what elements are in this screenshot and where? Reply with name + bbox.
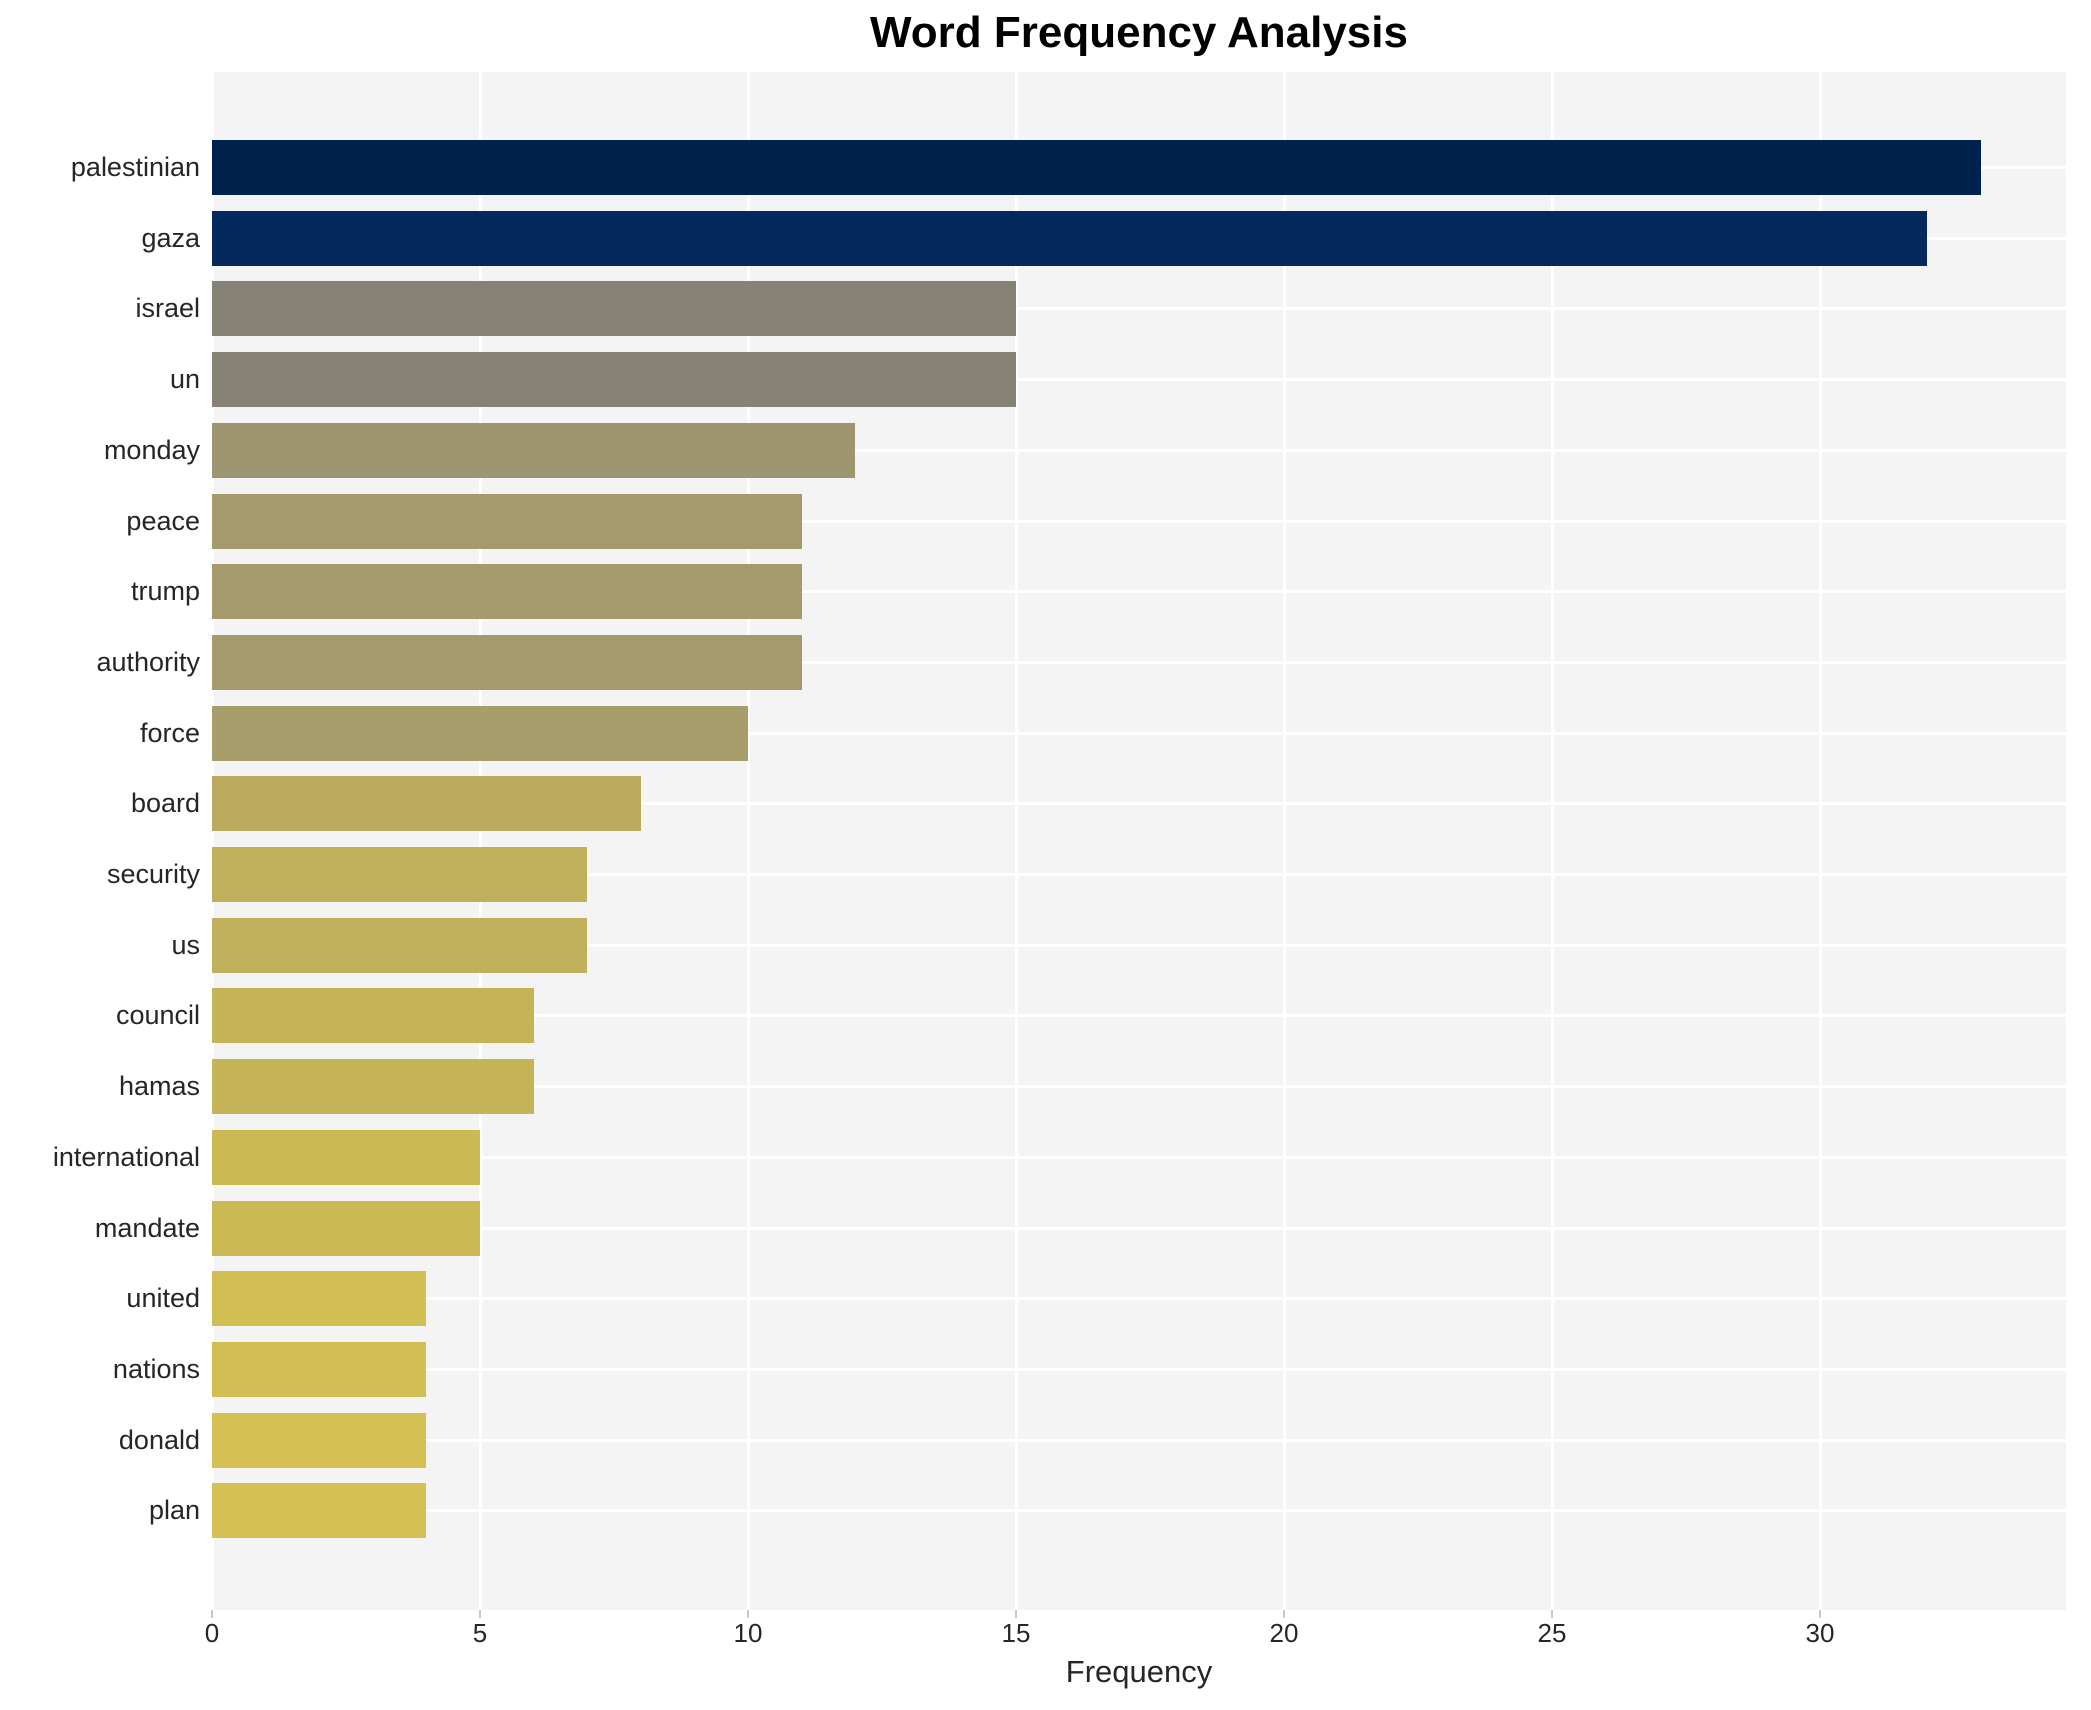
y-tick-label-gaza: gaza <box>141 222 200 253</box>
x-tick-mark <box>1819 1610 1821 1618</box>
bar-authority <box>212 634 802 690</box>
horizontal-gridline <box>212 1155 2066 1159</box>
bar-mandate <box>212 1200 480 1256</box>
horizontal-gridline <box>212 1014 2066 1018</box>
y-tick-label-us: us <box>171 929 200 960</box>
horizontal-gridline <box>212 1438 2066 1442</box>
x-tick-label-5: 5 <box>472 1618 488 1648</box>
x-tick-mark <box>1551 1610 1553 1618</box>
bar-gaza <box>212 210 1928 266</box>
y-tick-label-united: united <box>126 1283 200 1314</box>
y-tick-label-authority: authority <box>96 646 200 677</box>
x-tick-label-15: 15 <box>1001 1618 1031 1648</box>
y-tick-label-hamas: hamas <box>118 1071 200 1102</box>
horizontal-gridline <box>212 943 2066 947</box>
y-tick-label-palestinian: palestinian <box>70 152 200 182</box>
bar-security <box>212 847 588 902</box>
horizontal-gridline <box>212 1226 2066 1230</box>
horizontal-gridline <box>212 802 2066 806</box>
y-tick-label-peace: peace <box>126 505 200 536</box>
y-tick-label-donald: donald <box>118 1424 200 1455</box>
bar-united <box>212 1271 427 1327</box>
y-tick-label-un: un <box>169 364 200 395</box>
vertical-gridline <box>1283 72 1286 1610</box>
y-tick-label-israel: israel <box>135 293 200 324</box>
x-tick-mark <box>747 1610 749 1618</box>
bar-donald <box>212 1412 427 1468</box>
vertical-gridline <box>747 72 750 1610</box>
horizontal-gridline <box>212 448 2066 452</box>
vertical-gridline <box>1015 72 1018 1610</box>
y-tick-label-force: force <box>139 717 200 748</box>
bar-international <box>212 1129 480 1185</box>
horizontal-gridline <box>212 519 2066 523</box>
y-tick-label-monday: monday <box>103 434 200 465</box>
x-tick-mark <box>211 1610 213 1618</box>
x-tick-label-10: 10 <box>733 1618 763 1648</box>
x-tick-mark <box>1015 1610 1017 1618</box>
vertical-gridline <box>479 72 482 1610</box>
x-tick-label-20: 20 <box>1269 1618 1299 1648</box>
y-tick-label-security: security <box>106 859 200 889</box>
bar-hamas <box>212 1059 534 1115</box>
horizontal-gridline <box>212 660 2066 664</box>
bar-board <box>212 776 641 832</box>
y-tick-label-board: board <box>130 788 200 819</box>
y-tick-label-mandate: mandate <box>94 1212 200 1243</box>
bar-palestinian <box>212 140 1981 195</box>
x-tick-mark <box>479 1610 481 1618</box>
bar-peace <box>212 493 802 549</box>
vertical-gridline <box>1819 72 1822 1610</box>
y-tick-label-international: international <box>52 1141 200 1172</box>
y-tick-label-plan: plan <box>148 1495 200 1526</box>
x-tick-label-0: 0 <box>204 1618 220 1648</box>
bar-monday <box>212 422 856 478</box>
x-tick-label-30: 30 <box>1805 1618 1835 1648</box>
bar-trump <box>212 564 802 620</box>
bar-un <box>212 352 1016 408</box>
x-tick-mark <box>1283 1610 1285 1618</box>
y-tick-label-trump: trump <box>130 576 200 607</box>
bar-nations <box>212 1341 427 1397</box>
horizontal-gridline <box>212 590 2066 594</box>
horizontal-gridline <box>212 731 2066 735</box>
bar-council <box>212 988 534 1044</box>
y-tick-label-nations: nations <box>112 1353 200 1384</box>
horizontal-gridline <box>212 1085 2066 1089</box>
horizontal-gridline <box>212 1509 2066 1513</box>
bar-us <box>212 917 588 973</box>
y-tick-label-council: council <box>115 1000 200 1031</box>
vertical-gridline <box>211 72 214 1610</box>
vertical-gridline <box>1551 72 1554 1610</box>
bar-plan <box>212 1483 427 1539</box>
horizontal-gridline <box>212 378 2066 382</box>
horizontal-gridline <box>212 873 2066 876</box>
horizontal-gridline <box>212 1297 2066 1301</box>
bar-force <box>212 705 748 761</box>
horizontal-gridline <box>212 1367 2066 1371</box>
chart-title: Word Frequency Analysis <box>870 8 1408 57</box>
x-tick-label-25: 25 <box>1537 1618 1567 1648</box>
plot-area <box>211 72 2066 1610</box>
horizontal-gridline <box>212 307 2066 311</box>
x-axis-title: Frequency <box>1065 1654 1213 1689</box>
bar-israel <box>212 281 1016 337</box>
